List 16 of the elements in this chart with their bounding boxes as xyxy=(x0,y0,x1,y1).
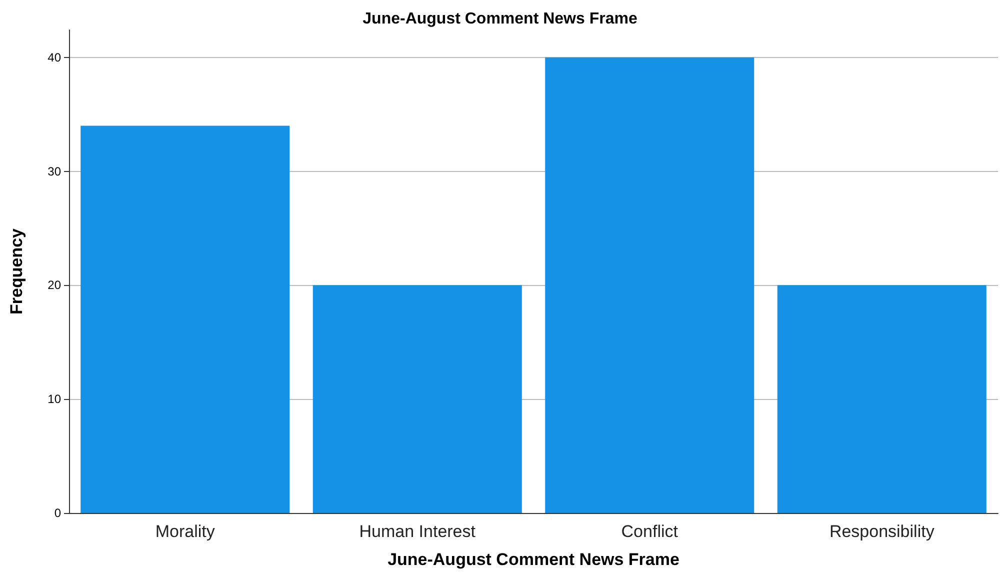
bar xyxy=(545,57,754,513)
x-axis-title: June-August Comment News Frame xyxy=(388,550,680,569)
y-tick-label: 20 xyxy=(48,278,62,292)
bar xyxy=(80,126,290,513)
x-tick-label: Responsibility xyxy=(829,522,935,541)
chart-title: June-August Comment News Frame xyxy=(362,10,638,28)
x-tick-label: Human Interest xyxy=(359,522,476,541)
y-tick-label: 0 xyxy=(54,506,62,520)
bar xyxy=(312,285,522,513)
x-tick-label: Morality xyxy=(155,522,216,541)
y-axis-title: Frequency xyxy=(7,228,26,314)
y-tick-label: 10 xyxy=(48,392,62,406)
x-tick-label: Conflict xyxy=(621,522,678,541)
y-tick-label: 30 xyxy=(48,164,62,178)
bar xyxy=(777,285,986,513)
y-tick-label: 40 xyxy=(48,50,62,64)
